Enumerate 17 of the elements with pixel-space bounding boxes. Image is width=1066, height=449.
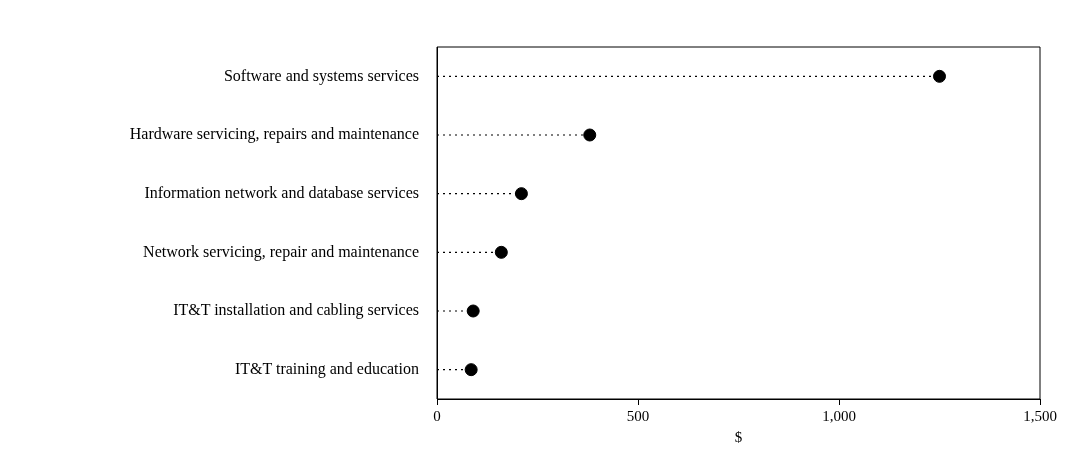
y-tick-label: Hardware servicing, repairs and maintenance [129,125,419,144]
y-tick-label: Network servicing, repair and maintenance [143,242,419,261]
y-tick-label: Information network and database services [144,183,419,201]
x-tick-label: 1,000 [822,407,856,424]
y-tick-label: Software and systems services [223,66,419,85]
y-tick-label: IT&T training and education [234,359,419,378]
y-tick-label: IT&T installation and cabling services [173,301,419,320]
point [466,304,480,318]
point [933,69,946,83]
point [583,128,597,142]
x-axis-title: $ [734,428,743,445]
x-tick-label: 1,500 [1023,407,1057,424]
x-tick-label: 0 [433,407,441,424]
point [494,245,508,259]
x-tick-label: 500 [626,407,650,424]
point [514,187,528,201]
point [464,363,478,377]
